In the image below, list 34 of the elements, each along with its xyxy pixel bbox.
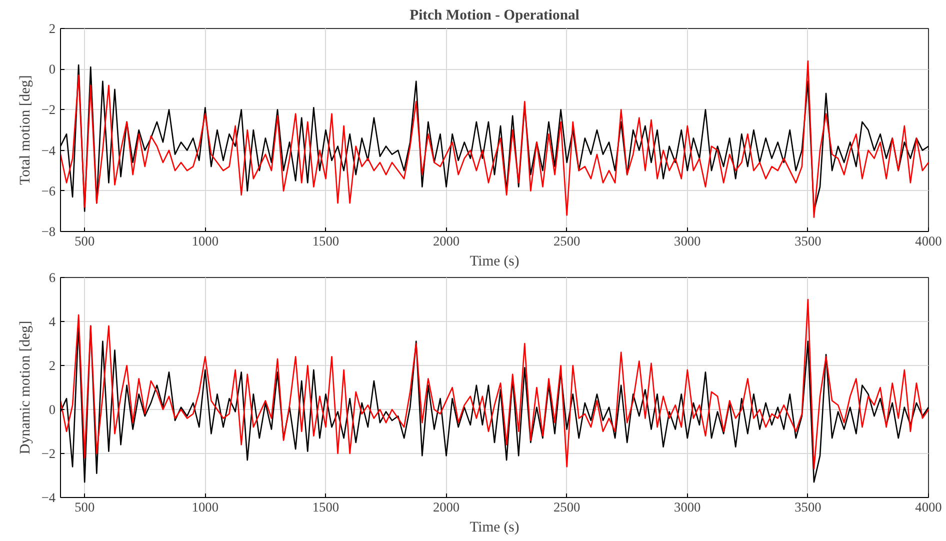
x-tick-label: 1000 [192,234,219,248]
y-tick-label: −6 [41,183,56,198]
x-tick-label: 2000 [432,500,460,514]
y-tick-label: 2 [48,358,56,373]
x-tick-label: 500 [74,500,95,514]
y-tick-label: 4 [48,314,56,329]
x-axis-title: Time (s) [470,254,520,270]
x-tick-label: 1500 [312,500,340,514]
y-tick-label: 6 [48,270,56,285]
y-tick-label: 0 [48,402,56,417]
y-tick-label: 2 [48,21,56,36]
y-axis-title: Total motion [deg] [17,75,34,185]
y-tick-label: 0 [48,62,56,77]
x-tick-label: 1000 [192,500,219,514]
x-tick-label: 2000 [432,234,460,248]
x-tick-label: 2500 [554,234,580,248]
x-tick-label: 1500 [312,234,340,248]
y-tick-label: −4 [41,490,56,505]
x-tick-label: 4000 [915,500,942,514]
x-tick-label: 4000 [915,234,942,248]
y-axis-title: Dynamic motion [deg] [17,320,34,454]
x-axis-title: Time (s) [470,520,520,536]
chart-title: Pitch Motion - Operational [410,8,580,24]
x-tick-label: 3500 [794,500,822,514]
x-tick-label: 3000 [674,500,702,514]
y-tick-label: −2 [41,102,56,118]
y-tick-label: −4 [41,142,56,158]
x-tick-label: 3500 [794,234,822,248]
line-series [60,298,928,470]
y-tick-label: −8 [41,224,56,239]
x-tick-label: 500 [74,234,95,248]
y-tick-label: −2 [41,446,56,461]
x-tick-label: 3000 [674,234,702,248]
x-tick-label: 2500 [554,500,580,514]
